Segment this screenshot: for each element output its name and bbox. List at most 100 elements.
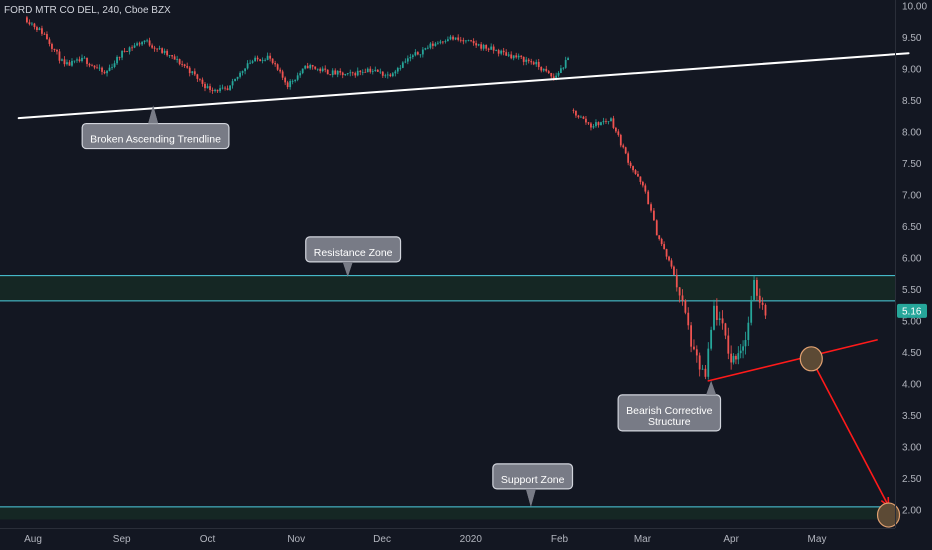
candle-body bbox=[629, 162, 632, 167]
callout-bearish-text: Bearish Corrective bbox=[626, 405, 713, 417]
candle-body bbox=[462, 40, 465, 42]
candle-body bbox=[535, 61, 538, 65]
candle-body bbox=[742, 346, 744, 351]
candle-body bbox=[344, 74, 347, 76]
candle-body bbox=[617, 131, 620, 135]
candle-body bbox=[701, 368, 704, 370]
candle-body bbox=[226, 88, 229, 90]
candle-body bbox=[128, 47, 131, 52]
candle-body bbox=[454, 37, 457, 40]
candle-body bbox=[619, 134, 622, 146]
time-axis[interactable]: Aug Sep Oct Nov Dec 2020 Feb Mar Apr May bbox=[24, 534, 826, 545]
candle-body bbox=[376, 69, 379, 72]
candle-body bbox=[710, 329, 713, 349]
candle-body bbox=[401, 62, 404, 68]
candle-body bbox=[339, 70, 342, 73]
candle-body bbox=[234, 78, 236, 82]
price-tick-label: 9.50 bbox=[902, 33, 922, 44]
price-tick-label: 8.00 bbox=[902, 128, 922, 139]
time-tick-label: May bbox=[808, 534, 827, 545]
zones-layer bbox=[0, 275, 895, 520]
candle-body bbox=[166, 50, 169, 56]
candle-body bbox=[113, 63, 116, 67]
candle-body bbox=[301, 68, 304, 74]
candle-body bbox=[441, 41, 444, 43]
candle-body bbox=[254, 57, 257, 62]
last-price-value: 5.16 bbox=[902, 306, 922, 317]
candle-body bbox=[399, 67, 402, 69]
candle-body bbox=[28, 22, 31, 25]
candle-body bbox=[684, 300, 687, 313]
candle-body bbox=[96, 67, 98, 69]
candle-body bbox=[681, 295, 684, 301]
candle-body bbox=[465, 40, 467, 42]
callout-resistance: Resistance Zone bbox=[305, 236, 402, 277]
price-tick-label: 10.00 bbox=[902, 2, 927, 13]
candle-body bbox=[470, 40, 472, 42]
candle-body bbox=[286, 82, 289, 88]
callout-bearish-text: Structure bbox=[648, 416, 691, 428]
candle-body bbox=[384, 75, 387, 77]
candle-body bbox=[624, 147, 627, 154]
candle-body bbox=[572, 109, 575, 111]
candle-body bbox=[670, 260, 673, 267]
candle-body bbox=[605, 121, 607, 122]
price-tick-label: 4.00 bbox=[902, 380, 922, 391]
candle-body bbox=[597, 122, 600, 126]
candle-body bbox=[211, 89, 214, 91]
header-sep-1: , bbox=[97, 5, 103, 16]
candle-body bbox=[138, 43, 141, 45]
callout-support-text: Support Zone bbox=[501, 474, 565, 486]
candle-body bbox=[487, 48, 490, 50]
candle-body bbox=[592, 126, 595, 128]
candle-body bbox=[374, 69, 377, 71]
candle-body bbox=[663, 244, 666, 250]
price-tick-label: 2.50 bbox=[902, 474, 922, 485]
candle-body bbox=[577, 115, 580, 118]
candle-body bbox=[63, 59, 66, 65]
support-target-circle bbox=[876, 502, 901, 528]
candle-body bbox=[764, 304, 767, 316]
support-zone-fill bbox=[0, 506, 895, 520]
candle-body bbox=[512, 55, 515, 59]
candle-body bbox=[284, 77, 287, 83]
candle-body bbox=[650, 204, 652, 211]
candle-body bbox=[585, 118, 587, 123]
candle-body bbox=[356, 70, 359, 76]
candle-body bbox=[36, 27, 38, 31]
candle-body bbox=[724, 323, 727, 336]
drawings-layer bbox=[17, 52, 910, 528]
candle-body bbox=[434, 43, 437, 46]
candle-body bbox=[690, 325, 693, 347]
candle-body bbox=[256, 57, 259, 60]
candle-body bbox=[421, 49, 424, 55]
candle-body bbox=[121, 50, 123, 58]
candle-body bbox=[444, 41, 447, 42]
candle-body bbox=[406, 58, 409, 62]
candle-body bbox=[324, 68, 327, 70]
candle-body bbox=[404, 61, 407, 63]
candle-body bbox=[739, 350, 742, 354]
candle-body bbox=[520, 55, 523, 57]
candle-body bbox=[655, 220, 658, 236]
candle-body bbox=[527, 59, 530, 62]
callout-resistance-box bbox=[305, 236, 402, 263]
candle-body bbox=[673, 266, 675, 275]
candle-body bbox=[319, 68, 322, 72]
candle-body bbox=[747, 322, 750, 340]
candle-body bbox=[600, 122, 602, 126]
candle-body bbox=[33, 23, 36, 28]
candle-body bbox=[289, 81, 292, 88]
candle-body bbox=[715, 305, 718, 321]
candle-body bbox=[334, 70, 337, 75]
candle-body bbox=[88, 63, 91, 66]
candle-body bbox=[414, 52, 417, 56]
price-tick-label: 5.00 bbox=[902, 317, 922, 328]
candle-body bbox=[550, 73, 553, 77]
candle-body bbox=[73, 60, 76, 62]
candle-body bbox=[446, 39, 449, 42]
candle-body bbox=[472, 40, 475, 44]
candle-body bbox=[176, 59, 179, 60]
price-axis[interactable]: 10.00 9.50 9.00 8.50 8.00 7.50 7.00 6.50 6.00 5.5… bbox=[902, 2, 927, 517]
